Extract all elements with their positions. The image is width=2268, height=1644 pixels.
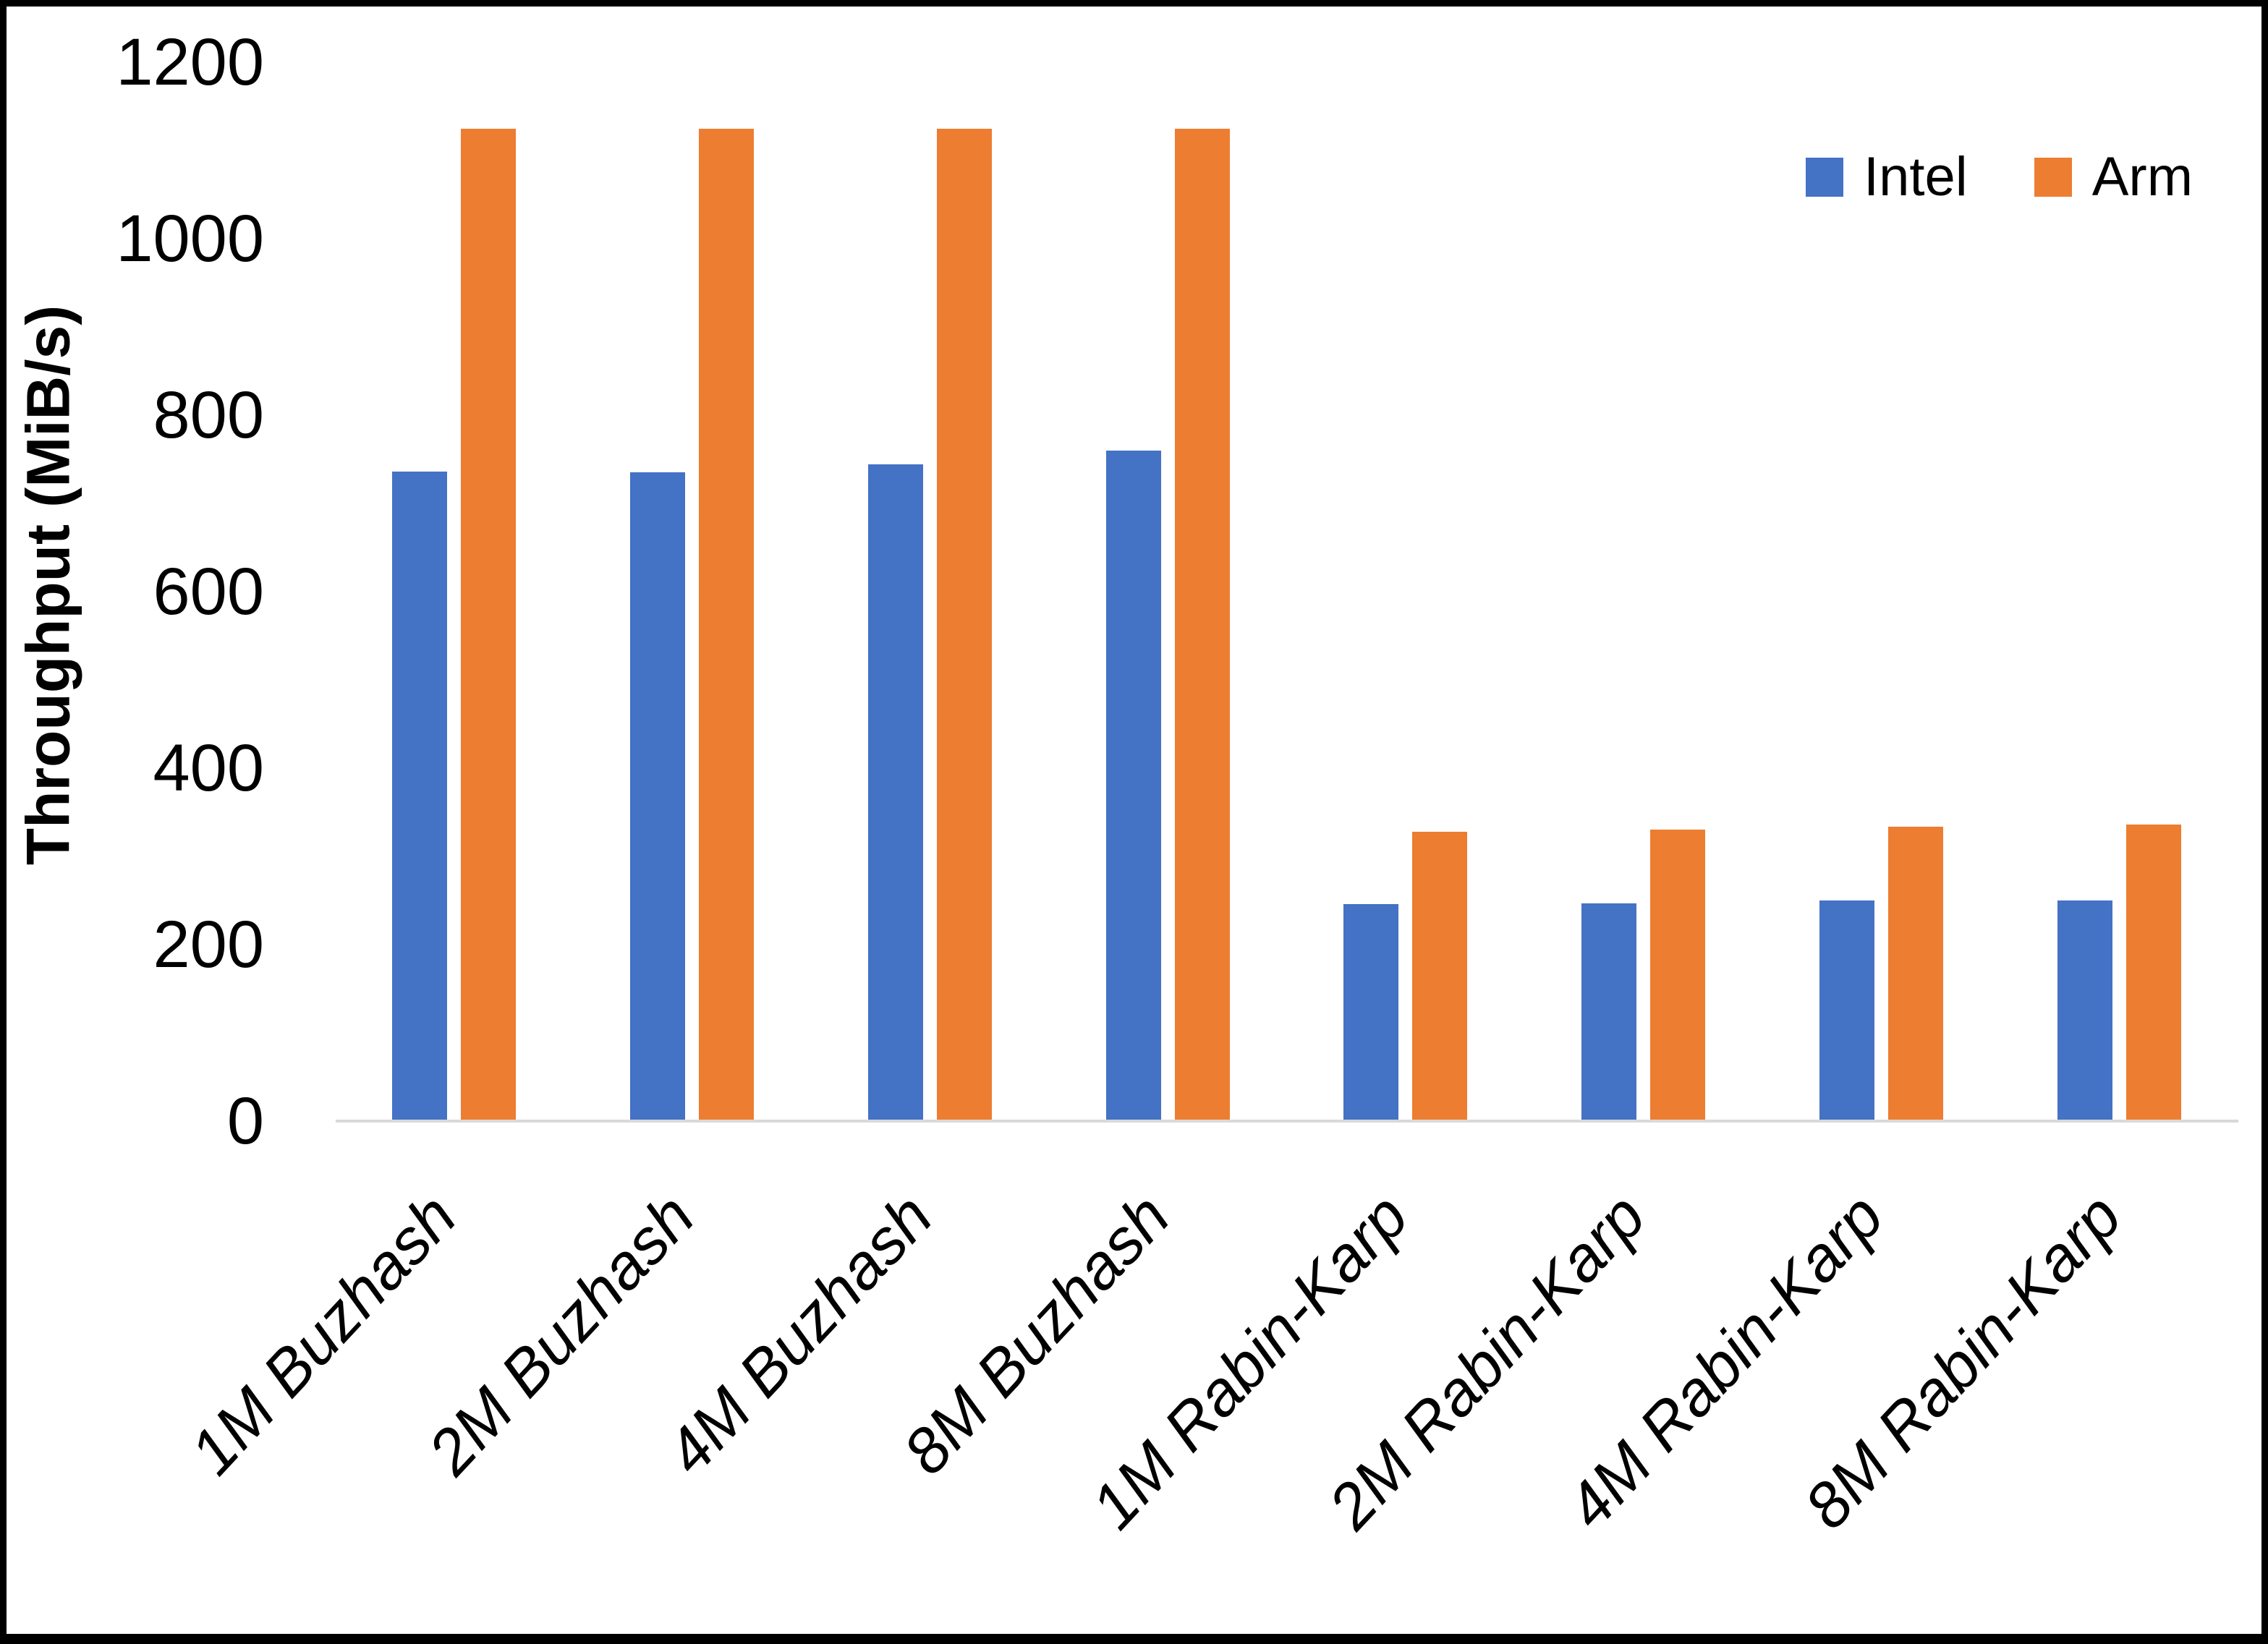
bar-intel-8m-buzhash	[1105, 450, 1161, 1121]
bar-intel-4m-buzhash	[867, 464, 923, 1121]
y-tick-label-600: 600	[153, 555, 265, 629]
bar-intel-4m-rabin-karp	[1819, 900, 1874, 1121]
y-tick-label-400: 400	[153, 731, 265, 805]
bar-arm-1m-buzhash	[461, 128, 517, 1121]
y-tick-label-1000: 1000	[116, 202, 264, 276]
bar-intel-2m-rabin-karp	[1581, 903, 1637, 1121]
legend-label-intel: Intel	[1864, 146, 1968, 208]
bar-arm-4m-buzhash	[936, 128, 992, 1121]
arm-series-swatch-icon	[2034, 158, 2072, 197]
y-tick-label-1200: 1200	[116, 25, 264, 99]
bar-arm-8m-buzhash	[1174, 128, 1230, 1121]
legend-item-arm: Arm	[2034, 150, 2193, 205]
bar-intel-8m-rabin-karp	[2057, 900, 2112, 1121]
y-tick-label-200: 200	[153, 908, 265, 981]
x-axis-line	[336, 1120, 2238, 1123]
legend: Intel Arm	[1806, 150, 2193, 205]
intel-series-swatch-icon	[1806, 158, 1844, 197]
bar-arm-1m-rabin-karp	[1412, 831, 1468, 1121]
legend-label-arm: Arm	[2091, 146, 2193, 208]
bar-arm-2m-buzhash	[699, 128, 755, 1121]
bar-arm-8m-rabin-karp	[2125, 825, 2181, 1121]
y-tick-label-0: 0	[226, 1084, 264, 1158]
bar-intel-1m-rabin-karp	[1343, 903, 1399, 1121]
legend-item-intel: Intel	[1806, 150, 1968, 205]
bar-intel-1m-buzhash	[392, 472, 448, 1121]
y-tick-label-800: 800	[153, 378, 265, 452]
bar-intel-2m-buzhash	[630, 472, 686, 1121]
bar-arm-2m-rabin-karp	[1650, 830, 1706, 1121]
bar-arm-4m-rabin-karp	[1887, 826, 1943, 1121]
